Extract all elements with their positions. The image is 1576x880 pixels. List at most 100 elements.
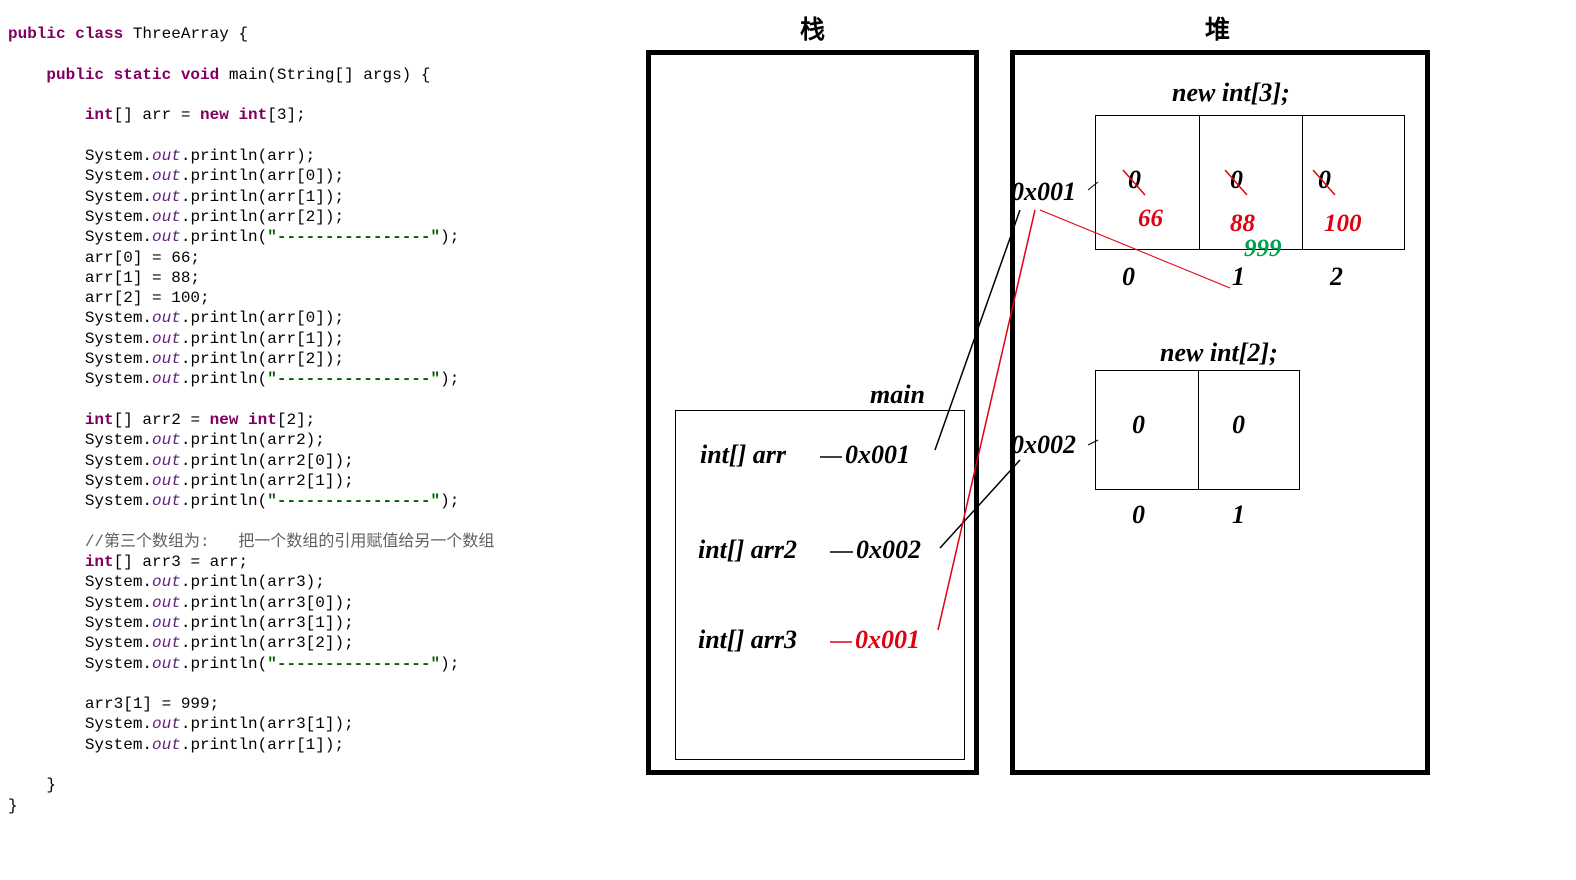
println-7: .println(arr[1]); (181, 330, 344, 348)
out-8: out (152, 350, 181, 368)
out-1: out (152, 147, 181, 165)
out-4: out (152, 208, 181, 226)
code-pane: public class ThreeArray { public static … (8, 4, 494, 816)
assign-0: arr[0] = 66; (85, 249, 200, 267)
kw-int-3: int (85, 553, 114, 571)
arr-addr: 0x001 (845, 440, 910, 470)
println-20: .println(arr[1]); (181, 736, 344, 754)
out-19: out (152, 715, 181, 733)
out-13: out (152, 492, 181, 510)
sys-6: System. (85, 309, 152, 327)
dash-4: "----------------" (267, 655, 440, 673)
println-12: .println(arr2[1]); (181, 472, 354, 490)
println-9a: .println( (181, 370, 267, 388)
out-9: out (152, 370, 181, 388)
arr1-idx-1: 1 (1232, 262, 1245, 292)
sys-5: System. (85, 228, 152, 246)
kw-int-1: int (85, 106, 114, 124)
out-5: out (152, 228, 181, 246)
out-11: out (152, 452, 181, 470)
println-14: .println(arr3); (181, 573, 325, 591)
arr-size-3: [3]; (267, 106, 305, 124)
println-16: .println(arr3[1]); (181, 614, 354, 632)
sys-12: System. (85, 472, 152, 490)
out-14: out (152, 573, 181, 591)
out-16: out (152, 614, 181, 632)
arr-decl-label: int[] arr (700, 440, 786, 470)
heap-addr1: 0x001 (1011, 177, 1076, 207)
arr2-decl: [] arr2 = (114, 411, 210, 429)
sys-15: System. (85, 594, 152, 612)
println-17: .println(arr3[2]); (181, 634, 354, 652)
arr3-decl: [] arr3 = arr; (114, 553, 248, 571)
new-int2-label: new int[2]; (1160, 338, 1278, 368)
kw-method: public static void (46, 66, 228, 84)
arr2-v0: 0 (1132, 410, 1145, 440)
out-17: out (152, 634, 181, 652)
main-label: main (870, 380, 925, 410)
kw-public-class: public class (8, 25, 133, 43)
dash-1: "----------------" (267, 228, 440, 246)
arr1-ow-1: 88 (1230, 210, 1255, 238)
sys-16: System. (85, 614, 152, 632)
class-name: ThreeArray { (133, 25, 248, 43)
out-3: out (152, 188, 181, 206)
dash-3: "----------------" (267, 492, 440, 510)
out-7: out (152, 330, 181, 348)
dash-2: "----------------" (267, 370, 440, 388)
println-10: .println(arr2); (181, 431, 325, 449)
out-10: out (152, 431, 181, 449)
sys-1: System. (85, 147, 152, 165)
kw-new-1: new int (200, 106, 267, 124)
arr1-ow2-1: 999 (1244, 235, 1282, 263)
out-15: out (152, 594, 181, 612)
arr1-ow-2: 100 (1324, 210, 1362, 238)
method-sig: main(String[] args) { (229, 66, 431, 84)
out-12: out (152, 472, 181, 490)
close-method: } (46, 776, 56, 794)
arr1-init-0: 0 (1128, 165, 1141, 195)
println-1: .println(arr); (181, 147, 315, 165)
array2-box (1095, 370, 1300, 490)
kw-int-2: int (85, 411, 114, 429)
arr2-idx-0: 0 (1132, 500, 1145, 530)
out-6: out (152, 309, 181, 327)
kw-new-2: new int (210, 411, 277, 429)
arr2-v1: 0 (1232, 410, 1245, 440)
sys-17: System. (85, 634, 152, 652)
arr1-idx-2: 2 (1330, 262, 1343, 292)
assign3-1: arr3[1] = 999; (85, 695, 219, 713)
println-2: .println(arr[0]); (181, 167, 344, 185)
println-11: .println(arr2[0]); (181, 452, 354, 470)
sys-9: System. (85, 370, 152, 388)
cp-1: ); (440, 228, 459, 246)
arr1-init-2: 0 (1318, 165, 1331, 195)
sys-3: System. (85, 188, 152, 206)
println-15: .println(arr3[0]); (181, 594, 354, 612)
out-2: out (152, 167, 181, 185)
arr-decl: [] arr = (114, 106, 200, 124)
heap-title: 堆 (1205, 10, 1230, 46)
sys-8: System. (85, 350, 152, 368)
sys-7: System. (85, 330, 152, 348)
sys-14: System. (85, 573, 152, 591)
memory-diagram: 栈 堆 main int[] arr 0x001 int[] arr2 0x00… (640, 10, 1460, 810)
heap-addr2: 0x002 (1011, 430, 1076, 460)
sys-4: System. (85, 208, 152, 226)
arr1-idx-0: 0 (1122, 262, 1135, 292)
sys-20: System. (85, 736, 152, 754)
assign-1: arr[1] = 88; (85, 269, 200, 287)
println-6: .println(arr[0]); (181, 309, 344, 327)
sys-18: System. (85, 655, 152, 673)
stack-title: 栈 (800, 10, 825, 46)
arr1-init-1: 0 (1230, 165, 1243, 195)
sys-19: System. (85, 715, 152, 733)
assign-2: arr[2] = 100; (85, 289, 210, 307)
cp-2: ); (440, 370, 459, 388)
println-8: .println(arr[2]); (181, 350, 344, 368)
out-20: out (152, 736, 181, 754)
arr2-decl-label: int[] arr2 (698, 535, 797, 565)
new-int3-label: new int[3]; (1172, 78, 1290, 108)
sys-11: System. (85, 452, 152, 470)
arr3-decl-label: int[] arr3 (698, 625, 797, 655)
